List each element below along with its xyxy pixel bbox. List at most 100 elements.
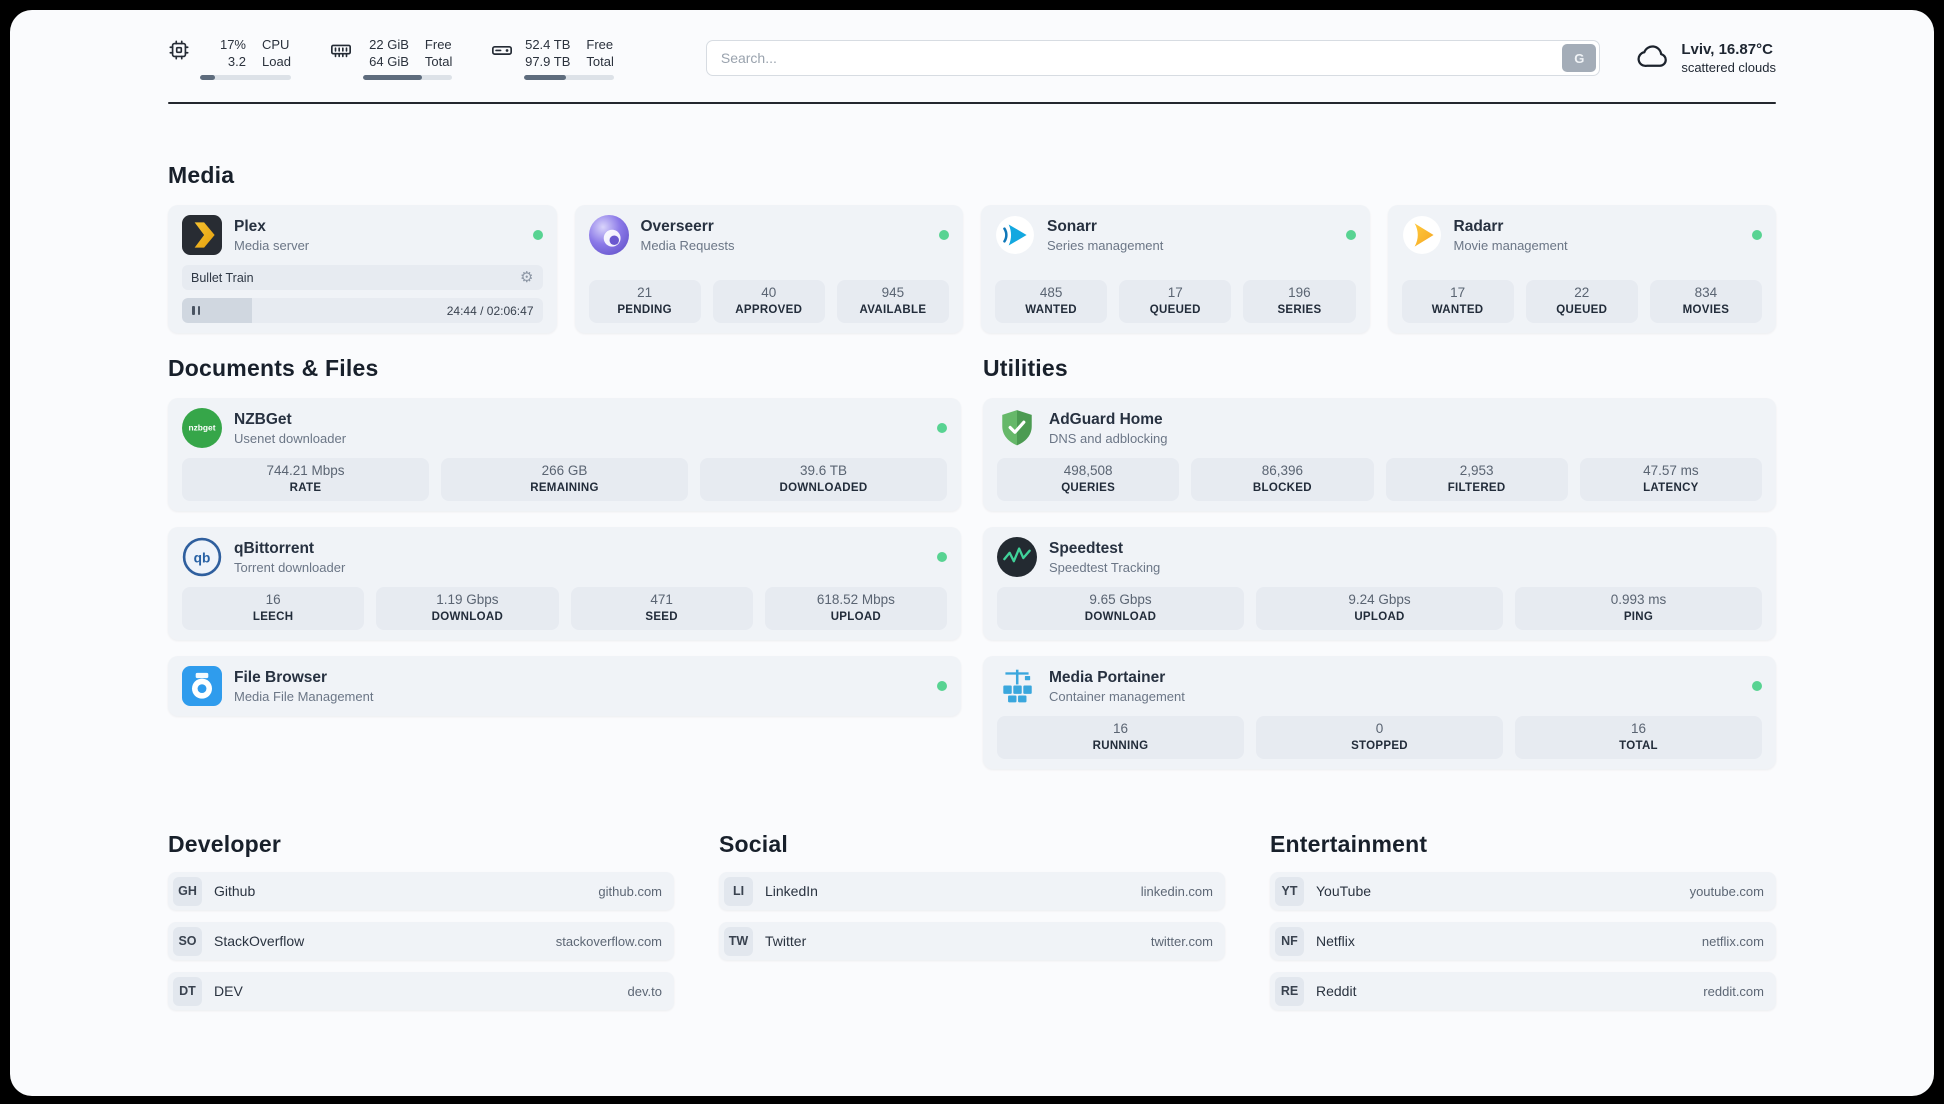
sonarr-icon <box>995 215 1035 255</box>
weather-condition: scattered clouds <box>1681 60 1776 75</box>
bookmarks-section: Developer GH Github github.com SO StackO… <box>168 831 1776 1022</box>
app-name: NZBGet <box>234 410 292 428</box>
bookmark-twitter[interactable]: TW Twitter twitter.com <box>719 922 1225 960</box>
bookmark-abbr-icon: DT <box>173 976 202 1006</box>
section-title-media: Media <box>168 162 235 188</box>
bookmark-name: LinkedIn <box>765 883 818 899</box>
bookmark-name: DEV <box>214 983 243 999</box>
stat-series: 196 SERIES <box>1243 280 1356 323</box>
stat-ping: 0.993 ms PING <box>1515 587 1762 630</box>
app-card-adguard[interactable]: AdGuard Home DNS and adblocking 498,508 … <box>983 398 1776 511</box>
bookmark-name: Reddit <box>1316 983 1357 999</box>
media-grid: Plex Media server Bullet Train ⚙ 24:44 /… <box>168 205 1776 333</box>
main-content: Media Plex Media server <box>10 162 1934 1062</box>
stat-upload: 9.24 Gbps UPLOAD <box>1256 587 1503 630</box>
bookmark-abbr-icon: RE <box>1275 976 1304 1006</box>
utilities-column: Utilities AdGuard <box>983 333 1776 785</box>
gear-icon[interactable]: ⚙ <box>520 269 534 286</box>
section-title-entertainment: Entertainment <box>1270 831 1428 857</box>
bookmark-abbr-icon: GH <box>173 876 202 906</box>
app-subtitle: DNS and adblocking <box>1049 430 1168 446</box>
bookmark-github[interactable]: GH Github github.com <box>168 872 674 910</box>
stat-stopped: 0 STOPPED <box>1256 716 1503 759</box>
stat-wanted: 17 WANTED <box>1401 280 1514 323</box>
search-input[interactable] <box>705 40 1601 76</box>
bookmark-url: stackoverflow.com <box>555 933 662 949</box>
bookmark-abbr-icon: SO <box>173 926 202 956</box>
app-card-sonarr[interactable]: Sonarr Series management 485 WANTED 17 Q… <box>981 205 1370 333</box>
bookmarks-entertainment: Entertainment YT YouTube youtube.com NF … <box>1270 831 1776 1022</box>
bookmark-name: Github <box>214 883 256 899</box>
bookmarks-social: Social LI LinkedIn linkedin.com TW Twitt… <box>719 831 1225 972</box>
stat-remaining: 266 GB REMAINING <box>441 458 688 501</box>
stat-seed: 471 SEED <box>570 587 753 630</box>
app-card-portainer[interactable]: Media Portainer Container management 16 … <box>983 656 1776 769</box>
bookmark-name: Netflix <box>1316 933 1355 949</box>
stat-total: 16 TOTAL <box>1515 716 1762 759</box>
stats-row: 17 WANTED 22 QUEUED 834 MOVIES <box>1401 270 1763 323</box>
playback-progress-bar[interactable]: 24:44 / 02:06:47 <box>182 298 543 323</box>
app-card-qbittorrent[interactable]: qb qBittorrent Torrent downloader 16 LEE… <box>168 527 961 640</box>
app-card-speedtest[interactable]: Speedtest Speedtest Tracking 9.65 Gbps D… <box>983 527 1776 640</box>
documents-column: Documents & Files nzbget NZBGet Usenet d <box>168 333 961 732</box>
svg-text:nzbget: nzbget <box>188 423 215 433</box>
search-engine-button[interactable]: G <box>1562 44 1597 72</box>
stat-latency: 47.57 ms LATENCY <box>1579 458 1762 501</box>
bookmark-stackoverflow[interactable]: SO StackOverflow stackoverflow.com <box>168 922 674 960</box>
cpu-load-value: 3.2 <box>227 54 246 69</box>
status-dot <box>937 423 947 433</box>
app-name: File Browser <box>234 668 328 686</box>
weather-widget: Lviv, 16.87°C scattered clouds <box>1636 41 1776 75</box>
now-playing-title: Bullet Train <box>191 270 254 285</box>
radarr-icon <box>1402 215 1442 255</box>
cpu-icon <box>168 39 190 66</box>
stat-upload: 618.52 Mbps UPLOAD <box>764 587 947 630</box>
stat-queued: 17 QUEUED <box>1119 280 1232 323</box>
app-subtitle: Media File Management <box>234 688 374 704</box>
status-dot <box>939 230 949 240</box>
app-subtitle: Media Requests <box>640 237 735 253</box>
app-card-overseerr[interactable]: Overseerr Media Requests 21 PENDING 40 A… <box>574 205 963 333</box>
svg-text:qb: qb <box>194 550 211 565</box>
stat-download: 9.65 Gbps DOWNLOAD <box>997 587 1244 630</box>
stats-row: 21 PENDING 40 APPROVED 945 AVAILABLE <box>588 270 950 323</box>
portainer-icon <box>997 666 1037 706</box>
status-dot <box>1752 681 1762 691</box>
ram-total: 64 GiB <box>369 54 409 69</box>
bookmark-dev[interactable]: DT DEV dev.to <box>168 972 674 1010</box>
filebrowser-icon <box>182 666 222 706</box>
plex-icon <box>182 215 222 255</box>
bookmark-name: Twitter <box>765 933 807 949</box>
pause-icon[interactable] <box>192 306 200 315</box>
cpu-percent: 17% <box>219 37 246 52</box>
app-name: Radarr <box>1453 217 1504 235</box>
adguard-icon <box>997 408 1037 448</box>
stat-download: 1.19 Gbps DOWNLOAD <box>376 587 559 630</box>
disk-label-1: Free <box>586 37 614 52</box>
bookmark-reddit[interactable]: RE Reddit reddit.com <box>1270 972 1776 1010</box>
disk-icon <box>490 39 514 66</box>
bookmark-linkedin[interactable]: LI LinkedIn linkedin.com <box>719 872 1225 910</box>
header: 17% 3.2 CPU Load <box>10 10 1934 80</box>
bookmark-abbr-icon: LI <box>724 876 753 906</box>
bookmark-url: dev.to <box>627 983 662 999</box>
cpu-label-2: Load <box>262 54 291 69</box>
app-subtitle: Usenet downloader <box>234 430 347 446</box>
header-divider <box>168 102 1776 104</box>
bookmark-youtube[interactable]: YT YouTube youtube.com <box>1270 872 1776 910</box>
app-card-filebrowser[interactable]: File Browser Media File Management <box>168 656 961 716</box>
bookmark-netflix[interactable]: NF Netflix netflix.com <box>1270 922 1776 960</box>
app-card-nzbget[interactable]: nzbget NZBGet Usenet downloader 744.21 M… <box>168 398 961 511</box>
app-card-plex[interactable]: Plex Media server Bullet Train ⚙ 24:44 /… <box>168 205 557 333</box>
ram-free: 22 GiB <box>369 37 409 52</box>
app-name: Sonarr <box>1047 217 1097 235</box>
status-dot <box>532 230 543 240</box>
bookmark-url: reddit.com <box>1703 983 1764 999</box>
bookmark-url: twitter.com <box>1150 933 1213 949</box>
status-dot <box>937 552 947 562</box>
stat-approved: 40 APPROVED <box>712 280 825 323</box>
stat-blocked: 86,396 BLOCKED <box>1191 458 1374 501</box>
app-card-radarr[interactable]: Radarr Movie management 17 WANTED 22 QUE… <box>1387 205 1776 333</box>
ram-widget: 22 GiB 64 GiB Free Total <box>329 36 453 80</box>
app-name: Media Portainer <box>1049 668 1166 686</box>
